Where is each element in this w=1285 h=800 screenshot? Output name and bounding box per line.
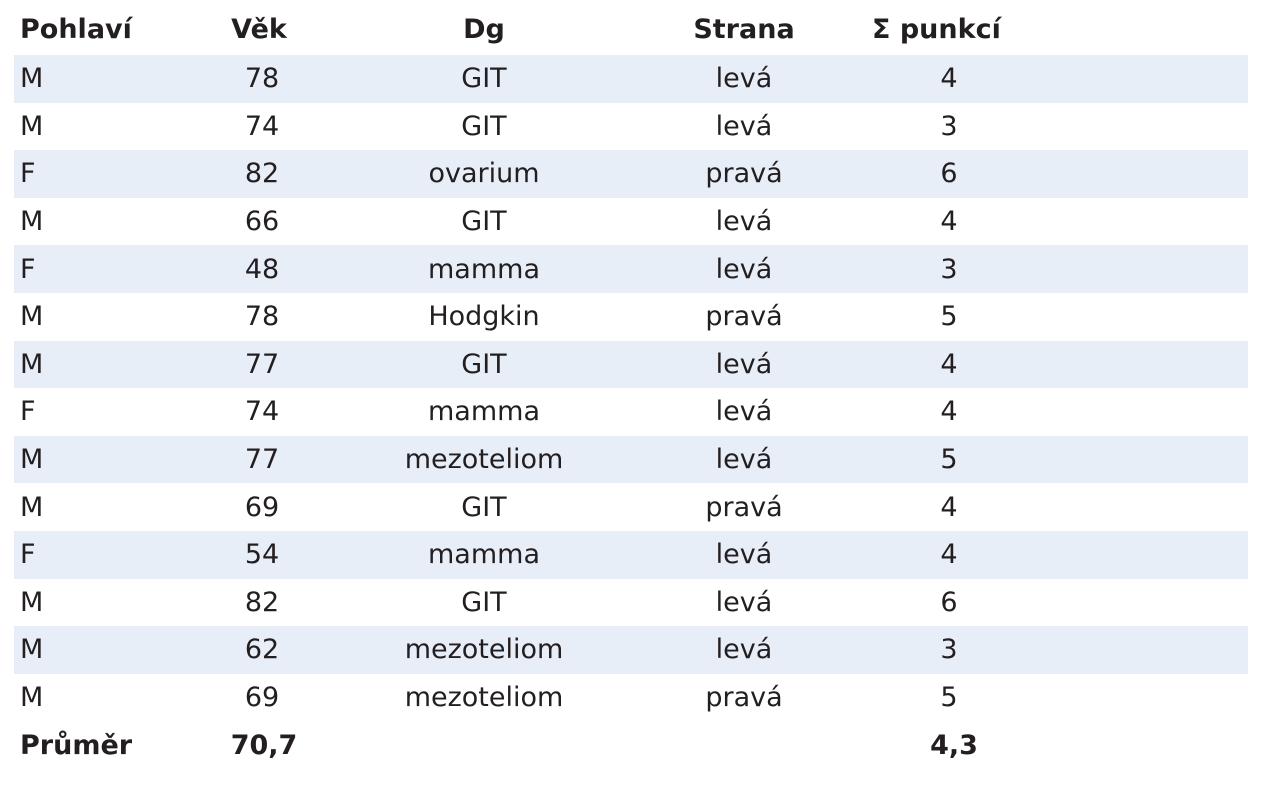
table-row: M 77 mezoteliom levá 5 — [14, 435, 1248, 484]
footer-average-age: 70,7 — [230, 729, 298, 761]
table-body: M 78 GIT levá 4 M 74 GIT levá 3 F 82 ovarium pravá 6 M 6… — [14, 55, 1248, 721]
table-row: M 78 GIT levá 4 — [14, 55, 1248, 103]
cell-sex: M — [20, 110, 44, 142]
cell-side: levá — [715, 634, 773, 666]
cell-puncture-count: 3 — [940, 634, 958, 666]
cell-diagnosis: mezoteliom — [404, 682, 564, 714]
cell-diagnosis: mamma — [428, 396, 540, 428]
cell-side: levá — [715, 586, 773, 618]
footer-average-count: 4,3 — [930, 729, 978, 761]
cell-age: 77 — [244, 348, 280, 380]
cell-sex: M — [20, 63, 44, 95]
cell-diagnosis: GIT — [461, 63, 507, 95]
cell-sex: M — [20, 491, 44, 523]
table-row: M 82 GIT levá 6 — [14, 579, 1248, 627]
cell-puncture-count: 4 — [940, 206, 958, 238]
cell-puncture-count: 4 — [940, 539, 958, 571]
cell-diagnosis: Hodgkin — [428, 301, 540, 333]
cell-side: levá — [715, 348, 773, 380]
cell-diagnosis: mezoteliom — [404, 634, 564, 666]
cell-age: 77 — [244, 444, 280, 476]
cell-puncture-count: 6 — [940, 586, 958, 618]
cell-age: 78 — [244, 63, 280, 95]
cell-sex: M — [20, 586, 44, 618]
header-puncture-count: Σ punkcí — [872, 14, 1001, 45]
cell-sex: M — [20, 444, 44, 476]
cell-sex: M — [20, 348, 44, 380]
cell-age: 48 — [244, 253, 280, 285]
cell-side: pravá — [705, 158, 783, 190]
table-row: F 54 mamma levá 4 — [14, 530, 1248, 579]
table-row: M 78 Hodgkin pravá 5 — [14, 293, 1248, 341]
cell-side: levá — [715, 253, 773, 285]
cell-sex: M — [20, 301, 44, 333]
cell-diagnosis: GIT — [461, 586, 507, 618]
cell-diagnosis: mezoteliom — [404, 444, 564, 476]
cell-sex: F — [20, 396, 36, 428]
cell-diagnosis: GIT — [461, 348, 507, 380]
cell-side: pravá — [705, 491, 783, 523]
table-footer-row: Průměr 70,7 4,3 — [14, 721, 1248, 769]
table-row: F 82 ovarium pravá 6 — [14, 150, 1248, 198]
cell-sex: M — [20, 634, 44, 666]
cell-side: levá — [715, 539, 773, 571]
table-row: M 62 mezoteliom levá 3 — [14, 626, 1248, 674]
cell-age: 54 — [244, 539, 280, 571]
table-row: F 48 mamma levá 3 — [14, 245, 1248, 293]
cell-side: pravá — [705, 301, 783, 333]
cell-puncture-count: 4 — [940, 348, 958, 380]
cell-sex: F — [20, 253, 36, 285]
cell-diagnosis: GIT — [461, 110, 507, 142]
cell-side: levá — [715, 444, 773, 476]
cell-puncture-count: 4 — [940, 396, 958, 428]
cell-side: levá — [715, 206, 773, 238]
cell-diagnosis: GIT — [461, 491, 507, 523]
table-row: M 69 mezoteliom pravá 5 — [14, 674, 1248, 722]
cell-puncture-count: 3 — [940, 253, 958, 285]
cell-diagnosis: mamma — [428, 539, 540, 571]
cell-age: 69 — [244, 491, 280, 523]
cell-side: levá — [715, 396, 773, 428]
cell-age: 62 — [244, 634, 280, 666]
cell-puncture-count: 5 — [940, 682, 958, 714]
cell-age: 74 — [244, 396, 280, 428]
cell-side: pravá — [705, 682, 783, 714]
table-header-row: Pohlaví Věk Dg Strana Σ punkcí — [14, 4, 1248, 55]
footer-label: Průměr — [20, 729, 133, 761]
cell-age: 82 — [244, 158, 280, 190]
cell-age: 66 — [244, 206, 280, 238]
cell-side: levá — [715, 63, 773, 95]
table-row: M 77 GIT levá 4 — [14, 340, 1248, 389]
cell-sex: F — [20, 158, 36, 190]
cell-diagnosis: ovarium — [428, 158, 540, 190]
cell-sex: M — [20, 206, 44, 238]
cell-puncture-count: 3 — [940, 110, 958, 142]
table-row: M 66 GIT levá 4 — [14, 198, 1248, 246]
cell-puncture-count: 4 — [940, 491, 958, 523]
cell-puncture-count: 4 — [940, 63, 958, 95]
header-side: Strana — [693, 14, 795, 45]
cell-age: 78 — [244, 301, 280, 333]
cell-sex: F — [20, 539, 36, 571]
header-sex: Pohlaví — [20, 14, 132, 45]
cell-puncture-count: 5 — [940, 301, 958, 333]
table-row: M 74 GIT levá 3 — [14, 103, 1248, 151]
cell-side: levá — [715, 110, 773, 142]
table-row: M 69 GIT pravá 4 — [14, 483, 1248, 531]
cell-puncture-count: 6 — [940, 158, 958, 190]
header-age: Věk — [231, 14, 287, 45]
cell-age: 69 — [244, 682, 280, 714]
cell-sex: M — [20, 682, 44, 714]
patient-table: Pohlaví Věk Dg Strana Σ punkcí M 78 GIT lev… — [14, 4, 1248, 769]
cell-age: 82 — [244, 586, 280, 618]
cell-diagnosis: mamma — [428, 253, 540, 285]
header-diagnosis: Dg — [463, 14, 505, 45]
cell-diagnosis: GIT — [461, 206, 507, 238]
table-row: F 74 mamma levá 4 — [14, 388, 1248, 436]
cell-age: 74 — [244, 110, 280, 142]
cell-puncture-count: 5 — [940, 444, 958, 476]
